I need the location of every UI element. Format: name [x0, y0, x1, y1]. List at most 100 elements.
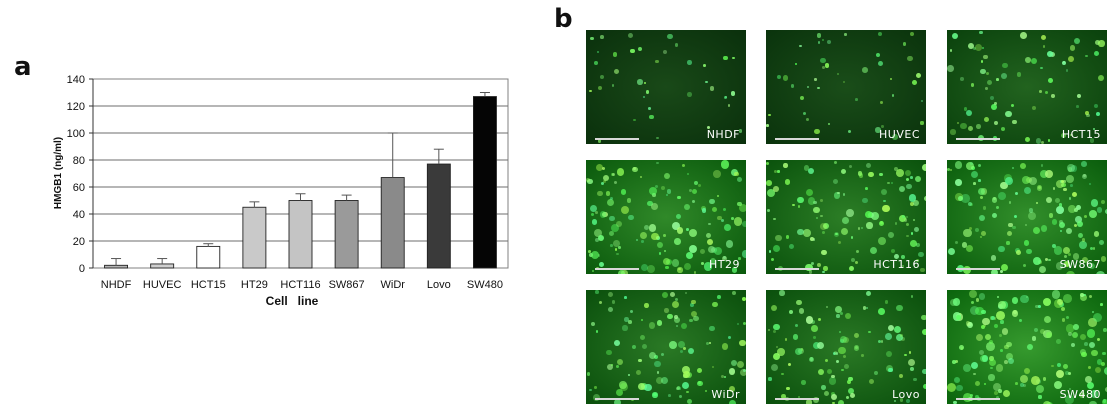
cell-dot — [709, 325, 715, 332]
cell-dot — [602, 174, 610, 181]
scale-bar — [595, 268, 639, 270]
cell-dot — [846, 395, 850, 399]
cell-dot — [1051, 290, 1061, 300]
cell-dot — [950, 129, 956, 135]
cell-dot — [849, 265, 855, 271]
cell-dot — [979, 68, 986, 75]
cell-dot — [987, 79, 993, 85]
x-tick-label: HUVEC — [143, 279, 182, 291]
cell-dot — [736, 323, 739, 326]
cell-dot — [648, 186, 657, 195]
micrograph-label: HCT116 — [873, 258, 920, 271]
cell-dot — [639, 176, 642, 179]
cell-dot — [979, 195, 984, 200]
cell-dot — [667, 33, 673, 40]
cell-dot — [963, 228, 972, 238]
cell-dot — [908, 359, 916, 367]
cell-dot — [723, 375, 727, 378]
cell-dot — [774, 234, 782, 242]
y-tick-label: 120 — [67, 101, 85, 113]
cell-dot — [678, 341, 685, 349]
cell-dot — [686, 60, 692, 65]
cell-dot — [1063, 293, 1073, 303]
cell-dot — [878, 220, 885, 226]
cell-dot — [1045, 197, 1053, 204]
cell-dot — [675, 325, 678, 328]
cell-dot — [881, 125, 884, 128]
cell-dot — [873, 371, 878, 376]
cell-dot — [1093, 103, 1098, 108]
cell-dot — [702, 64, 706, 68]
cell-dot — [1025, 223, 1028, 227]
cell-dot — [660, 376, 668, 384]
cell-dot — [632, 118, 636, 122]
cell-dot — [708, 246, 716, 254]
cell-dot — [974, 380, 980, 386]
cell-dot — [777, 348, 785, 356]
cell-dot — [629, 309, 634, 314]
cell-dot — [614, 181, 618, 185]
cell-dot — [1031, 336, 1037, 341]
cell-dot — [645, 90, 650, 95]
cell-dot — [1089, 138, 1095, 143]
cell-dot — [870, 211, 879, 220]
cell-dot — [1073, 223, 1077, 228]
cell-dot — [737, 177, 743, 183]
cell-dot — [665, 265, 669, 270]
cell-dot — [607, 307, 613, 313]
cell-dot — [817, 262, 822, 267]
cell-dot — [826, 39, 831, 45]
cell-dot — [862, 197, 868, 204]
cell-dot — [1083, 293, 1087, 297]
cell-dot — [870, 246, 878, 255]
cell-dot — [1012, 119, 1017, 125]
cell-dot — [831, 393, 837, 400]
cell-dot — [978, 293, 985, 300]
cell-dot — [955, 314, 962, 321]
cell-dot — [638, 47, 643, 52]
cell-dot — [1097, 75, 1104, 82]
cell-dot — [614, 340, 620, 347]
cell-dot — [1085, 376, 1092, 383]
cell-dot — [900, 255, 905, 259]
cell-dot — [640, 231, 648, 239]
cell-dot — [1098, 40, 1105, 47]
cell-dot — [1078, 232, 1084, 238]
cell-dot — [697, 183, 702, 188]
cell-dot — [676, 386, 680, 390]
cell-dot — [687, 92, 692, 97]
cell-dot — [966, 321, 974, 329]
cell-dot — [1020, 294, 1029, 304]
cell-dot — [913, 378, 917, 382]
cell-dot — [997, 389, 1002, 393]
cell-dot — [694, 271, 697, 274]
cell-dot — [705, 80, 708, 83]
cell-dot — [739, 369, 746, 377]
cell-dot — [833, 351, 837, 355]
cell-dot — [877, 339, 881, 343]
cell-dot — [1006, 241, 1010, 245]
cell-dot — [1101, 199, 1106, 204]
bar-huvec — [150, 263, 175, 269]
cell-dot — [739, 339, 746, 347]
cell-dot — [1015, 191, 1019, 195]
cell-dot — [601, 182, 605, 186]
cell-dot — [905, 223, 909, 227]
cell-dot — [1070, 164, 1078, 172]
cell-dot — [591, 213, 595, 217]
cell-dot — [804, 165, 810, 171]
cell-dot — [978, 349, 985, 356]
cell-dot — [1047, 51, 1054, 57]
cell-dot — [1077, 221, 1084, 228]
cell-dot — [1068, 55, 1075, 62]
y-tick-label: 100 — [67, 128, 85, 140]
x-tick-label: NHDF — [101, 279, 132, 291]
cell-dot — [732, 56, 735, 59]
cell-dot — [616, 364, 620, 368]
cell-dot — [834, 232, 840, 238]
panel-a-label: a — [14, 52, 32, 82]
cell-dot — [954, 161, 963, 169]
cell-dot — [660, 185, 665, 190]
cell-dot — [860, 227, 863, 230]
cell-dot — [691, 311, 698, 318]
